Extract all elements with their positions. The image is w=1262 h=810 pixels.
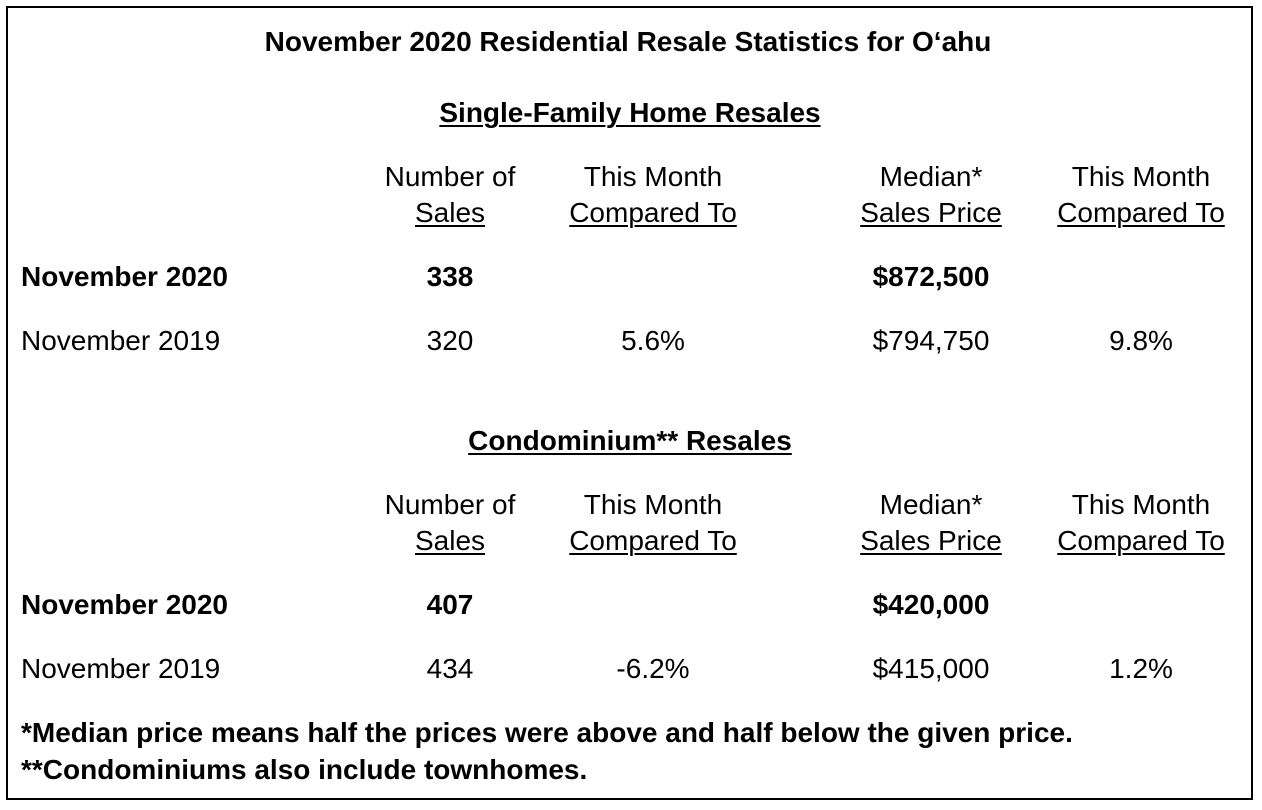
- row-sales: 320: [426, 325, 474, 356]
- header-sales-line2: Sales: [414, 197, 486, 228]
- row-price-change: 9.8%: [1109, 325, 1173, 356]
- header-sales-change-line1: This Month: [583, 161, 723, 192]
- row-label: November 2019: [21, 653, 221, 684]
- header-sales-line1: Number of: [384, 161, 516, 192]
- row-price: $420,000: [872, 589, 990, 620]
- row-price: $872,500: [872, 261, 990, 292]
- row-sales: 338: [426, 261, 474, 292]
- header-price-line2: Sales Price: [860, 197, 1002, 228]
- header-price-change-line1: This Month: [1071, 161, 1211, 192]
- header-price-line1: Median*: [879, 161, 983, 192]
- footnote-condominium: **Condominiums also include townhomes.: [21, 754, 588, 785]
- header-price-change-line2: Compared To: [1057, 525, 1225, 556]
- header-sales-change-line2: Compared To: [569, 197, 737, 228]
- header-sales-line1: Number of: [384, 489, 516, 520]
- row-price-change: 1.2%: [1109, 653, 1173, 684]
- row-price: $415,000: [872, 653, 990, 684]
- header-price-change-line1: This Month: [1071, 489, 1211, 520]
- page-title: November 2020 Residential Resale Statist…: [264, 26, 992, 57]
- row-sales-change: -6.2%: [616, 653, 690, 684]
- row-sales-change: 5.6%: [621, 325, 685, 356]
- footnote-median: *Median price means half the prices were…: [21, 717, 1073, 748]
- header-sales-change-line2: Compared To: [569, 525, 737, 556]
- row-price: $794,750: [872, 325, 990, 356]
- document-frame: [6, 6, 1253, 800]
- header-sales-change-line1: This Month: [583, 489, 723, 520]
- header-price-change-line2: Compared To: [1057, 197, 1225, 228]
- section-heading-condominium: Condominium** Resales: [468, 425, 792, 456]
- header-price-line2: Sales Price: [860, 525, 1002, 556]
- row-label: November 2020: [21, 261, 229, 292]
- row-sales: 434: [426, 653, 474, 684]
- row-label: November 2020: [21, 589, 229, 620]
- header-sales-line2: Sales: [414, 525, 486, 556]
- header-price-line1: Median*: [879, 489, 983, 520]
- row-label: November 2019: [21, 325, 221, 356]
- section-heading-single-family: Single-Family Home Resales: [439, 97, 821, 128]
- row-sales: 407: [426, 589, 474, 620]
